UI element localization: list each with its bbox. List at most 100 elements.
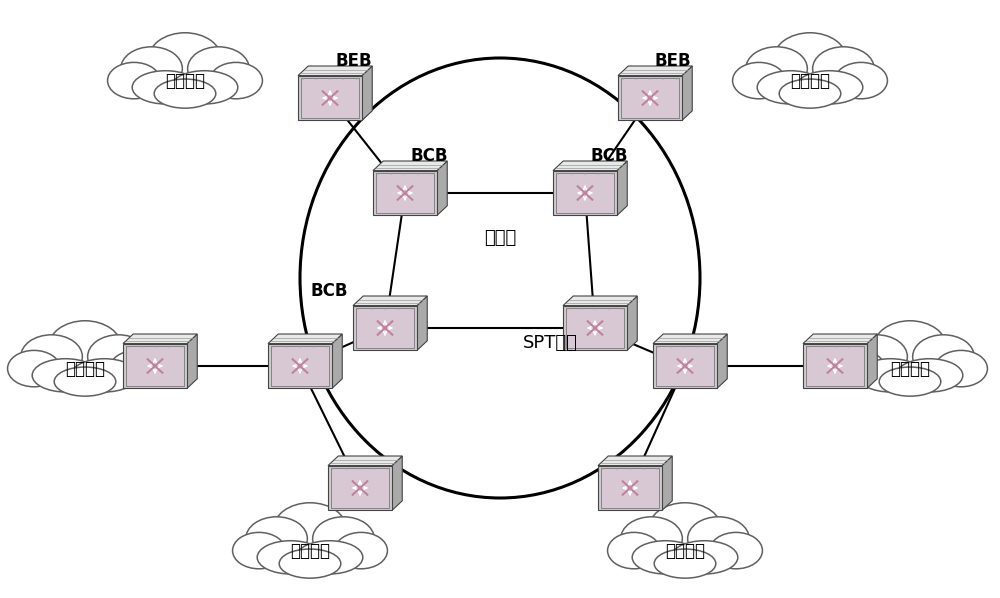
- Ellipse shape: [657, 346, 659, 347]
- Polygon shape: [331, 468, 389, 508]
- Ellipse shape: [233, 532, 285, 569]
- Polygon shape: [392, 456, 402, 511]
- Polygon shape: [682, 66, 692, 120]
- Text: BEB: BEB: [335, 52, 372, 70]
- Ellipse shape: [821, 346, 823, 347]
- Ellipse shape: [873, 321, 947, 375]
- Ellipse shape: [807, 346, 809, 347]
- Ellipse shape: [286, 346, 288, 347]
- Ellipse shape: [597, 173, 599, 175]
- Ellipse shape: [632, 541, 699, 574]
- Ellipse shape: [302, 78, 304, 80]
- Ellipse shape: [132, 71, 199, 104]
- Ellipse shape: [141, 346, 143, 347]
- Ellipse shape: [671, 346, 673, 347]
- Polygon shape: [373, 170, 437, 215]
- Polygon shape: [376, 173, 434, 213]
- Text: 用户网络: 用户网络: [65, 359, 105, 377]
- Polygon shape: [8, 321, 162, 396]
- Ellipse shape: [411, 308, 413, 310]
- Ellipse shape: [356, 78, 358, 80]
- Ellipse shape: [779, 79, 841, 108]
- Polygon shape: [373, 161, 447, 170]
- Ellipse shape: [154, 79, 216, 108]
- Ellipse shape: [654, 549, 716, 578]
- Ellipse shape: [171, 71, 238, 104]
- Ellipse shape: [188, 47, 249, 90]
- Polygon shape: [108, 33, 262, 108]
- Polygon shape: [833, 321, 987, 396]
- Polygon shape: [656, 346, 714, 386]
- Ellipse shape: [684, 346, 686, 347]
- Polygon shape: [867, 334, 877, 388]
- Ellipse shape: [108, 62, 160, 99]
- Polygon shape: [608, 503, 762, 578]
- Polygon shape: [353, 296, 427, 306]
- Polygon shape: [332, 334, 342, 388]
- Ellipse shape: [594, 308, 596, 310]
- Ellipse shape: [846, 335, 907, 379]
- Text: 用户网络: 用户网络: [790, 72, 830, 90]
- Ellipse shape: [621, 308, 623, 310]
- Text: 核心网: 核心网: [484, 229, 516, 247]
- Ellipse shape: [879, 367, 941, 396]
- Ellipse shape: [357, 308, 359, 310]
- Polygon shape: [268, 344, 332, 388]
- Polygon shape: [563, 306, 627, 350]
- Ellipse shape: [611, 173, 613, 175]
- Ellipse shape: [384, 308, 386, 310]
- Ellipse shape: [273, 503, 347, 557]
- Ellipse shape: [88, 335, 149, 379]
- Ellipse shape: [391, 173, 393, 175]
- Ellipse shape: [656, 468, 658, 469]
- Ellipse shape: [567, 308, 569, 310]
- Ellipse shape: [326, 346, 328, 347]
- Ellipse shape: [581, 308, 583, 310]
- Ellipse shape: [847, 346, 849, 347]
- Ellipse shape: [571, 173, 573, 175]
- Ellipse shape: [332, 468, 334, 469]
- Ellipse shape: [371, 308, 373, 310]
- Ellipse shape: [417, 173, 419, 175]
- Polygon shape: [126, 346, 184, 386]
- Polygon shape: [328, 466, 392, 511]
- Ellipse shape: [857, 359, 924, 392]
- Text: SPT区域: SPT区域: [523, 334, 577, 352]
- Ellipse shape: [671, 541, 738, 574]
- Ellipse shape: [913, 335, 974, 379]
- Ellipse shape: [688, 517, 749, 560]
- Polygon shape: [601, 468, 659, 508]
- Polygon shape: [566, 308, 624, 348]
- Polygon shape: [733, 33, 887, 108]
- Ellipse shape: [642, 468, 644, 469]
- Polygon shape: [598, 456, 672, 466]
- Text: 用户网络: 用户网络: [665, 542, 705, 560]
- Ellipse shape: [127, 346, 129, 347]
- Ellipse shape: [121, 47, 182, 90]
- Ellipse shape: [246, 517, 307, 560]
- Polygon shape: [233, 503, 387, 578]
- Polygon shape: [563, 296, 637, 306]
- Ellipse shape: [896, 359, 963, 392]
- Ellipse shape: [279, 549, 341, 578]
- Text: BCB: BCB: [310, 282, 348, 300]
- Polygon shape: [806, 346, 864, 386]
- Polygon shape: [618, 75, 682, 120]
- Ellipse shape: [602, 468, 604, 469]
- Polygon shape: [356, 308, 414, 348]
- Ellipse shape: [813, 47, 874, 90]
- Text: 用户网络: 用户网络: [165, 72, 205, 90]
- Ellipse shape: [372, 468, 374, 469]
- Ellipse shape: [697, 346, 699, 347]
- Ellipse shape: [312, 346, 314, 347]
- Ellipse shape: [648, 503, 722, 557]
- Ellipse shape: [649, 78, 651, 80]
- Polygon shape: [437, 161, 447, 215]
- Ellipse shape: [377, 173, 379, 175]
- Ellipse shape: [110, 350, 162, 387]
- Ellipse shape: [622, 78, 624, 80]
- Ellipse shape: [346, 468, 348, 469]
- Text: 用户网络: 用户网络: [890, 359, 930, 377]
- Ellipse shape: [32, 359, 99, 392]
- Ellipse shape: [313, 517, 374, 560]
